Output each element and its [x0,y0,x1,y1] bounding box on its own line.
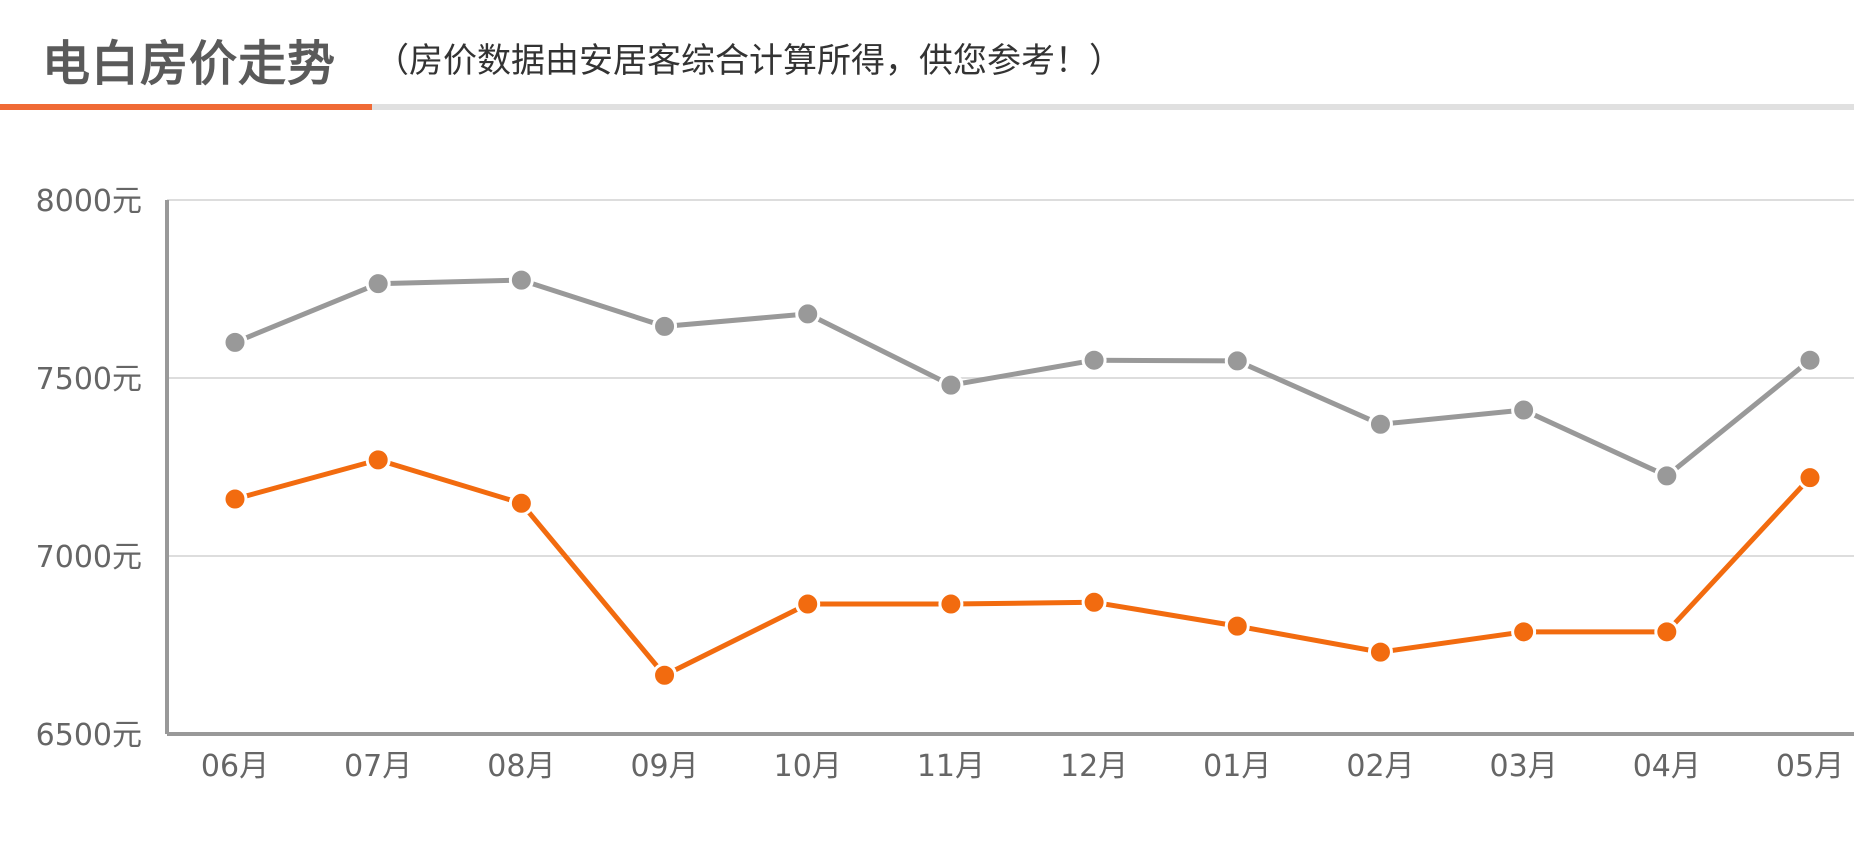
y-axis-ticks: 8000元 7500元 7000元 6500元 [36,184,142,753]
data-point [222,486,248,512]
x-tick-label: 02月 [1346,749,1414,784]
series-line [234,457,1812,678]
data-point [795,301,821,327]
y-tick-label: 6500元 [36,718,142,753]
header-divider-accent [0,104,372,110]
y-tick-label: 7000元 [36,540,142,575]
data-point [1081,347,1107,373]
x-tick-label: 09月 [630,749,698,784]
chart-header: 电白房价走势 （房价数据由安居客综合计算所得，供您参考！） [0,0,1854,112]
x-tick-label: 12月 [1060,749,1128,784]
data-point [795,591,821,617]
x-tick-label: 03月 [1490,749,1558,784]
header-divider [0,104,1854,110]
x-tick-label: 11月 [917,749,985,784]
data-point [1224,613,1250,639]
data-point [938,591,964,617]
data-point [508,490,534,516]
data-point [1224,348,1250,374]
data-point [508,267,534,293]
page-title: 电白房价走势 [42,36,337,92]
data-point [222,329,248,355]
x-tick-label: 10月 [774,749,842,784]
data-point [1511,619,1537,645]
x-tick-label: 08月 [487,749,555,784]
x-tick-label: 05月 [1776,749,1844,784]
page-subtitle: （房价数据由安居客综合计算所得，供您参考！） [375,41,1123,81]
data-point [365,271,391,297]
series-line [234,277,1812,479]
data-point [1654,619,1680,645]
data-point [652,662,678,688]
data-point [1367,639,1393,665]
axes [165,200,1854,736]
x-tick-label: 07月 [344,749,412,784]
x-tick-label: 06月 [201,749,269,784]
grid-lines [167,199,1854,557]
y-tick-label: 8000元 [36,184,142,219]
data-point [938,372,964,398]
data-point [1081,589,1107,615]
data-point [365,447,391,473]
data-point [1797,465,1823,491]
x-axis-ticks: 06月 07月 08月 09月 10月 11月 12月 01月 02月 03月 04月 05月 [201,749,1844,784]
series-lines [222,267,1823,688]
data-point [1654,463,1680,489]
data-point [652,313,678,339]
data-point [1511,397,1537,423]
x-tick-label: 04月 [1633,749,1701,784]
series-0 [222,267,1823,489]
data-point [1797,347,1823,373]
y-tick-label: 7500元 [36,362,142,397]
x-tick-label: 01月 [1203,749,1271,784]
series-1 [222,447,1823,688]
data-point [1367,411,1393,437]
